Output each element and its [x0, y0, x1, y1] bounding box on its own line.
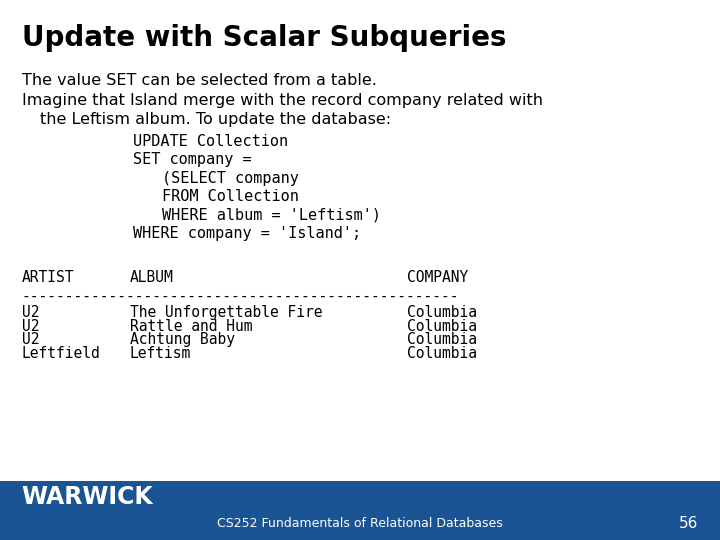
Text: U2: U2 — [22, 305, 39, 320]
Text: U2: U2 — [22, 319, 39, 334]
Text: Rattle and Hum: Rattle and Hum — [130, 319, 252, 334]
Text: The value SET can be selected from a table.: The value SET can be selected from a tab… — [22, 73, 377, 88]
Text: Imagine that Island merge with the record company related with: Imagine that Island merge with the recor… — [22, 93, 543, 109]
Text: SET company =: SET company = — [133, 152, 252, 167]
Text: Columbia: Columbia — [407, 319, 477, 334]
Text: the Leftism album. To update the database:: the Leftism album. To update the databas… — [40, 112, 391, 127]
Text: Columbia: Columbia — [407, 333, 477, 347]
Text: U2: U2 — [22, 333, 39, 347]
Text: 56: 56 — [679, 516, 698, 531]
Text: WARWICK: WARWICK — [22, 485, 153, 509]
Text: WHERE company = 'Island';: WHERE company = 'Island'; — [133, 226, 361, 241]
Bar — [0, 481, 720, 540]
Text: FROM Collection: FROM Collection — [162, 189, 299, 204]
Text: UPDATE Collection: UPDATE Collection — [133, 134, 288, 149]
Text: CS252 Fundamentals of Relational Databases: CS252 Fundamentals of Relational Databas… — [217, 517, 503, 530]
Text: Achtung Baby: Achtung Baby — [130, 333, 235, 347]
Text: ALBUM: ALBUM — [130, 270, 174, 285]
Text: WHERE album = 'Leftism'): WHERE album = 'Leftism') — [162, 207, 381, 222]
Text: (SELECT company: (SELECT company — [162, 171, 299, 186]
Text: Leftism: Leftism — [130, 347, 191, 361]
Text: COMPANY: COMPANY — [407, 270, 468, 285]
Text: --------------------------------------------------: ----------------------------------------… — [22, 289, 459, 304]
Text: The Unforgettable Fire: The Unforgettable Fire — [130, 305, 322, 320]
Text: Columbia: Columbia — [407, 347, 477, 361]
Text: Update with Scalar Subqueries: Update with Scalar Subqueries — [22, 24, 506, 52]
Text: Leftfield: Leftfield — [22, 347, 100, 361]
Text: ARTIST: ARTIST — [22, 270, 74, 285]
Text: Columbia: Columbia — [407, 305, 477, 320]
